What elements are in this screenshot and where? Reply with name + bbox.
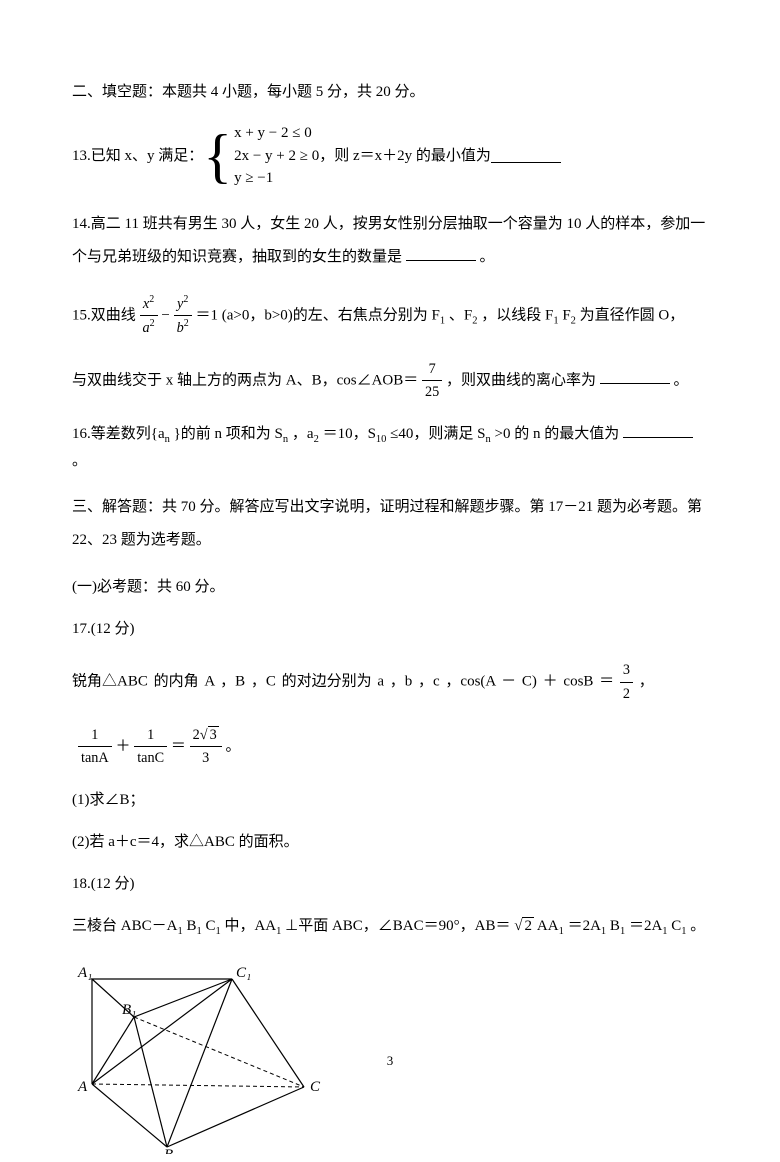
- q14-blank: [406, 246, 476, 261]
- t: 。: [72, 453, 87, 469]
- frac-rhs: 23 3: [190, 724, 222, 771]
- page-number: 3: [387, 1051, 394, 1072]
- t: ，: [639, 674, 654, 690]
- num: 7: [422, 358, 442, 382]
- t: B: [186, 918, 196, 934]
- t: }的前 n 项和为 S: [174, 426, 283, 442]
- t: 为直径作圆 O，: [580, 307, 685, 323]
- question-13: 13.已知 x、y 满足： { x + y − 2 ≤ 0 2x − y + 2…: [72, 122, 708, 190]
- den: tanA: [78, 747, 112, 770]
- label-A: A: [77, 1079, 88, 1095]
- t: >0 的 n 的最大值为: [495, 426, 620, 442]
- frac-1-tanC: 1 tanC: [134, 724, 167, 771]
- q16-blank: [623, 423, 693, 438]
- text: 3: [387, 1053, 394, 1068]
- t: ＝2A: [568, 918, 601, 934]
- left-brace: {: [203, 126, 232, 186]
- section-3-sub1: (一)必考题：共 60 分。: [72, 575, 708, 599]
- question-15-line2: 与双曲线交于 x 轴上方的两点为 A、B，cos∠AOB＝ 7 25 ，则双曲线…: [72, 358, 708, 405]
- den: 25: [422, 381, 442, 404]
- q15-suffix: (a>0，b>0)的左、右焦点分别为 F: [218, 307, 440, 323]
- q13-prefix: 13.已知 x、y 满足：: [72, 144, 203, 168]
- t: 、F: [449, 307, 472, 323]
- t: 中，AA: [224, 918, 276, 934]
- text: 三、解答题：共 70 分。解答应写出文字说明，证明过程和解题步骤。第 17－21…: [72, 499, 702, 548]
- q15-cos-frac: 7 25: [422, 358, 442, 405]
- den: 3: [190, 747, 222, 770]
- q14-end: 。: [480, 249, 495, 265]
- den: a: [143, 320, 150, 336]
- t: ≤40，则满足 S: [390, 426, 485, 442]
- t: 。: [690, 918, 705, 934]
- q15-l2a: 与双曲线交于 x 轴上方的两点为 A、B，cos∠AOB＝: [72, 372, 418, 388]
- text: (1)求∠B；: [72, 792, 145, 808]
- label-B1: B₁: [122, 1002, 136, 1018]
- question-14: 14.高二 11 班共有男生 30 人，女生 20 人，按男女性别分层抽取一个容…: [72, 208, 708, 274]
- text: (一)必考题：共 60 分。: [72, 579, 225, 595]
- label-A1: A₁: [77, 965, 92, 981]
- label-C1: C₁: [236, 965, 251, 981]
- label-C: C: [310, 1079, 321, 1095]
- t: ，a: [292, 426, 314, 442]
- t: ＝10，S: [323, 426, 376, 442]
- question-15-line1: 15.双曲线 x2 a2 − y2 b2 ＝1 (a>0，b>0)的左、右焦点分…: [72, 292, 708, 340]
- num: 3: [620, 659, 633, 683]
- sys-line-2: 2x − y + 2 ≥ 0: [234, 145, 319, 168]
- t: ⊥平面 ABC，∠BAC＝90°，AB＝: [285, 918, 510, 934]
- section-2-header: 二、填空题：本题共 4 小题，每小题 5 分，共 20 分。: [72, 80, 708, 104]
- question-16: 16.等差数列{an }的前 n 项和为 Sn ，a2 ＝10，S10 ≤40，…: [72, 422, 708, 473]
- q15-prefix: 15.双曲线: [72, 307, 140, 323]
- t: 锐角△ABC 的内角 A ，B ，C 的对边分别为 a ，b ，c ，cos(A…: [72, 674, 614, 690]
- q15-frac2: y2 b2: [174, 292, 192, 340]
- v: 2: [522, 917, 534, 934]
- text: 二、填空题：本题共 4 小题，每小题 5 分，共 20 分。: [72, 84, 425, 100]
- question-18-points: 18.(12 分): [72, 872, 708, 896]
- t: ，以线段 F: [481, 307, 553, 323]
- frac-1-tanA: 1 tanA: [78, 724, 112, 771]
- t: B: [610, 918, 620, 934]
- sys-line-1: x + y − 2 ≤ 0: [234, 122, 319, 145]
- t: 。: [225, 738, 240, 754]
- text: (2)若 a＋c＝4，求△ABC 的面积。: [72, 834, 299, 850]
- text: 17.(12 分): [72, 621, 135, 637]
- question-17-line1: 锐角△ABC 的内角 A ，B ，C 的对边分别为 a ，b ，c ，cos(A…: [72, 659, 708, 706]
- t: ＝2A: [629, 918, 662, 934]
- t: AA: [537, 918, 559, 934]
- label-B: B: [164, 1147, 173, 1154]
- q15-l2b: ，则双曲线的离心率为: [446, 372, 596, 388]
- q13-blank: [491, 148, 561, 163]
- question-17-p1: (1)求∠B；: [72, 788, 708, 812]
- t: 三棱台 ABC－A: [72, 918, 177, 934]
- q17-cos-frac: 3 2: [620, 659, 633, 706]
- diagram-svg: A₁ B₁ C₁ A B C: [72, 959, 322, 1154]
- t: F: [562, 307, 570, 323]
- t: C: [671, 918, 681, 934]
- sqrt: 3: [208, 726, 219, 743]
- sqrt-2: 2: [514, 914, 534, 938]
- sys-line-3: y ≥ −1: [234, 167, 319, 190]
- text: 18.(12 分): [72, 876, 135, 892]
- q13-mid: ，则 z＝x＋2y 的最小值为: [319, 144, 491, 168]
- t: 16.等差数列{a: [72, 426, 165, 442]
- section-3-header: 三、解答题：共 70 分。解答应写出文字说明，证明过程和解题步骤。第 17－21…: [72, 491, 708, 557]
- q13-system: { x + y − 2 ≤ 0 2x − y + 2 ≥ 0 y ≥ −1: [203, 122, 319, 190]
- den: 2: [620, 683, 633, 706]
- q14-text: 14.高二 11 班共有男生 30 人，女生 20 人，按男女性别分层抽取一个容…: [72, 216, 705, 265]
- question-17-eq: 1 tanA ＋ 1 tanC ＝ 23 3 。: [78, 724, 708, 771]
- q15-l2c: 。: [674, 372, 689, 388]
- t: C: [205, 918, 215, 934]
- q15-frac1: x2 a2: [140, 292, 158, 340]
- den: b: [177, 320, 184, 336]
- den: tanC: [134, 747, 167, 770]
- question-18-text: 三棱台 ABC－A1 B1 C1 中，AA1 ⊥平面 ABC，∠BAC＝90°，…: [72, 914, 708, 941]
- q15-blank: [600, 369, 670, 384]
- question-17-points: 17.(12 分): [72, 617, 708, 641]
- question-17-p2: (2)若 a＋c＝4，求△ABC 的面积。: [72, 830, 708, 854]
